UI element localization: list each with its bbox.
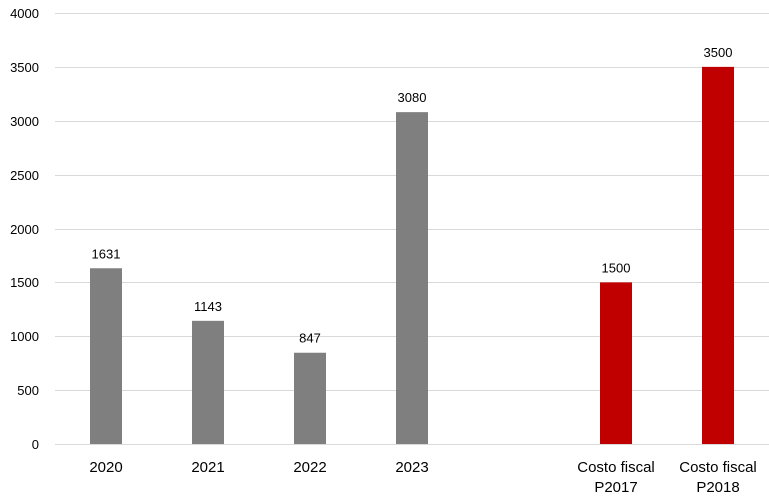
x-tick-label: P2018	[696, 479, 739, 496]
data-label: 3500	[704, 45, 733, 60]
x-tick-label: 2020	[89, 459, 122, 476]
bar	[90, 268, 122, 444]
y-tick-label: 3000	[10, 114, 39, 129]
y-tick-label: 3500	[10, 60, 39, 75]
x-tick-label: Costo fiscal	[679, 459, 757, 476]
y-tick-label: 2500	[10, 168, 39, 183]
y-tick-label: 4000	[10, 6, 39, 21]
x-tick-label: 2022	[293, 459, 326, 476]
bar	[600, 282, 632, 444]
data-label: 1500	[602, 260, 631, 275]
x-tick-label: 2021	[191, 459, 224, 476]
y-tick-label: 1500	[10, 275, 39, 290]
bar	[192, 320, 224, 444]
data-label: 1143	[194, 299, 222, 314]
data-label: 1631	[92, 246, 121, 261]
y-tick-label: 0	[32, 437, 39, 452]
x-tick-label: 2023	[395, 459, 428, 476]
bar	[702, 66, 734, 444]
bar	[294, 352, 326, 444]
y-tick-label: 500	[17, 383, 39, 398]
bar	[396, 112, 428, 444]
data-label: 847	[299, 331, 321, 346]
y-tick-label: 1000	[10, 329, 39, 344]
x-tick-label: Costo fiscal	[577, 459, 655, 476]
y-tick-label: 2000	[10, 222, 39, 237]
x-tick-label: P2017	[594, 479, 637, 496]
data-label: 3080	[398, 90, 427, 105]
